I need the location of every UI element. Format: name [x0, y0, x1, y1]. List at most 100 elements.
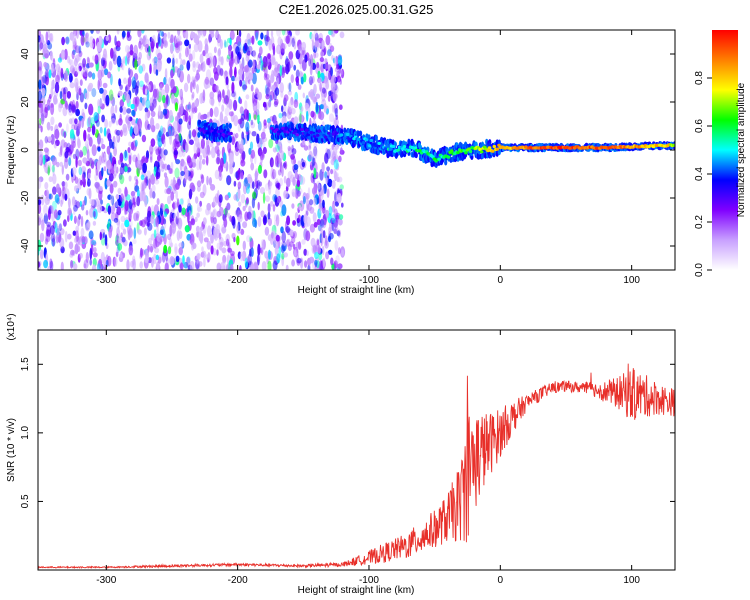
- spectrogram-noise-cell: [97, 105, 101, 115]
- spectrogram-noise-cell: [235, 46, 240, 55]
- spectrogram-noise-cell: [317, 77, 322, 84]
- spectrogram-noise-cell: [300, 76, 304, 85]
- spectrogram-noise-cell: [286, 177, 291, 188]
- spectrogram-noise-cell: [207, 225, 212, 238]
- spectrogram-noise-cell: [278, 112, 283, 119]
- spectrogram-noise-cell: [103, 166, 107, 172]
- spectrogram-noise-cell: [223, 95, 229, 105]
- spectrogram-noise-cell: [318, 208, 324, 214]
- spectrogram-noise-cell: [210, 97, 215, 107]
- spectrogram-noise-cell: [250, 119, 254, 126]
- spectrogram-noise-cell: [317, 183, 321, 190]
- spectrogram-noise-cell: [333, 262, 337, 270]
- spectrogram-noise-cell: [96, 160, 101, 172]
- spectrogram-noise-cell: [177, 150, 183, 158]
- spectrogram-noise-cell: [128, 116, 133, 122]
- spectrogram-noise-cell: [168, 128, 172, 136]
- spectrogram-noise-cell: [107, 194, 112, 200]
- snr-x-ticks: -300 -200 -100 0 100: [96, 330, 640, 586]
- spectrogram-noise-cell: [102, 92, 106, 101]
- spectrogram-noise-cell: [84, 102, 88, 110]
- spectrogram-noise-cell: [150, 40, 154, 53]
- spectrogram-noise-cell: [269, 90, 275, 101]
- spectrogram-noise-cell: [45, 74, 49, 86]
- spectrogram-noise-cell: [72, 153, 77, 159]
- spectrogram-noise-cell: [131, 109, 136, 117]
- spectrogram-noise-cell: [38, 261, 41, 268]
- spectrogram-noise-cell: [43, 204, 48, 216]
- spectrogram-noise-cell: [89, 247, 93, 260]
- spectrogram-noise-cell: [75, 100, 79, 109]
- spectrogram-noise-cell: [137, 189, 140, 198]
- spectrogram-noise-cell: [74, 185, 79, 192]
- spectrogram-noise-cell: [314, 40, 319, 48]
- spectrogram-noise-cell: [265, 195, 270, 202]
- spectrogram-noise-cell: [313, 51, 316, 59]
- spectrogram-ridge-halo: [228, 136, 232, 143]
- spectrogram-noise-cell: [157, 145, 162, 156]
- spectrogram-noise-cell: [99, 126, 103, 134]
- spectrogram-noise-cell: [263, 119, 267, 126]
- spectrogram-noise-cell: [53, 142, 57, 149]
- spectrogram-noise-cell: [44, 136, 49, 144]
- spectrogram-noise-cell: [237, 181, 242, 190]
- spectrogram-noise-cell: [321, 186, 325, 196]
- spectrogram-noise-cell: [205, 155, 209, 166]
- spectrogram-noise-cell: [257, 254, 260, 266]
- spectrogram-ridge-cell: [467, 147, 471, 151]
- spectrogram-noise-cell: [89, 207, 94, 218]
- spectrogram-noise-cell: [82, 200, 86, 206]
- spectrogram-noise-cell: [238, 201, 242, 207]
- spectrogram-noise-cell: [246, 50, 251, 56]
- spectrogram-noise-cell: [161, 127, 166, 134]
- spectrogram-noise-cell: [52, 186, 57, 195]
- spectrogram-noise-cell: [178, 111, 181, 119]
- spectrogram-noise-cell: [84, 34, 89, 45]
- spectrogram-noise-cell: [265, 36, 271, 42]
- spectrogram-noise-cell: [194, 106, 198, 113]
- spectrogram-noise-cell: [303, 73, 307, 83]
- spectrogram-noise-cell: [294, 91, 299, 103]
- spectrogram-noise-cell: [188, 53, 193, 62]
- spectrogram-noise-cell: [262, 56, 268, 68]
- spectrogram-noise-cell: [80, 215, 84, 228]
- spectrogram-noise-cell: [111, 117, 116, 125]
- spectrogram-noise-cell: [156, 62, 162, 72]
- spectrogram-noise-cell: [205, 254, 211, 260]
- spectrogram-noise-cell: [171, 93, 175, 104]
- spectrogram-noise-cell: [138, 40, 142, 49]
- spectrogram-noise-cell: [197, 112, 202, 122]
- spectrogram-noise-cell: [144, 72, 149, 83]
- spectrogram-noise-cell: [247, 45, 253, 53]
- spectrogram-noise-cell: [341, 249, 344, 257]
- spectrogram-noise-cell: [247, 253, 253, 266]
- spectrogram-noise-cell: [307, 265, 311, 270]
- spectrogram-noise-cell: [136, 213, 139, 222]
- spectrogram-noise-cell: [70, 168, 74, 178]
- spectrogram-ridge-halo: [214, 122, 218, 129]
- spectrogram-noise-cell: [241, 131, 245, 141]
- spectrogram-noise-cell: [177, 176, 181, 184]
- spectrogram-noise-cell: [257, 243, 261, 256]
- spectrogram-noise-cell: [132, 258, 136, 270]
- spectrogram-ridge-cell: [334, 131, 339, 135]
- spectrogram-noise-cell: [118, 200, 122, 207]
- spectrogram-noise-cell: [321, 162, 325, 173]
- spectrogram-noise-cell: [309, 256, 315, 264]
- spectrogram-noise-cell: [145, 99, 151, 109]
- spectrogram-noise-cell: [105, 35, 110, 42]
- spectrogram-noise-cell: [245, 186, 250, 194]
- spectrogram-noise-cell: [210, 31, 215, 38]
- spectrogram-noise-cell: [174, 167, 180, 179]
- spectrogram-noise-cell: [313, 197, 317, 206]
- spectrogram-noise-cell: [56, 225, 60, 238]
- spectrogram-noise-cell: [222, 254, 227, 264]
- spectrogram-noise-cell: [81, 236, 86, 244]
- spectrogram-noise-cell: [75, 45, 80, 54]
- spectrogram-noise-cell: [71, 196, 76, 207]
- spectrogram-noise-cell: [144, 196, 148, 208]
- spectrogram-noise-cell: [67, 197, 71, 208]
- spectrogram-noise-cell: [313, 167, 317, 179]
- spectrogram-noise-cell: [87, 172, 92, 179]
- spectrogram-noise-cell: [197, 185, 201, 192]
